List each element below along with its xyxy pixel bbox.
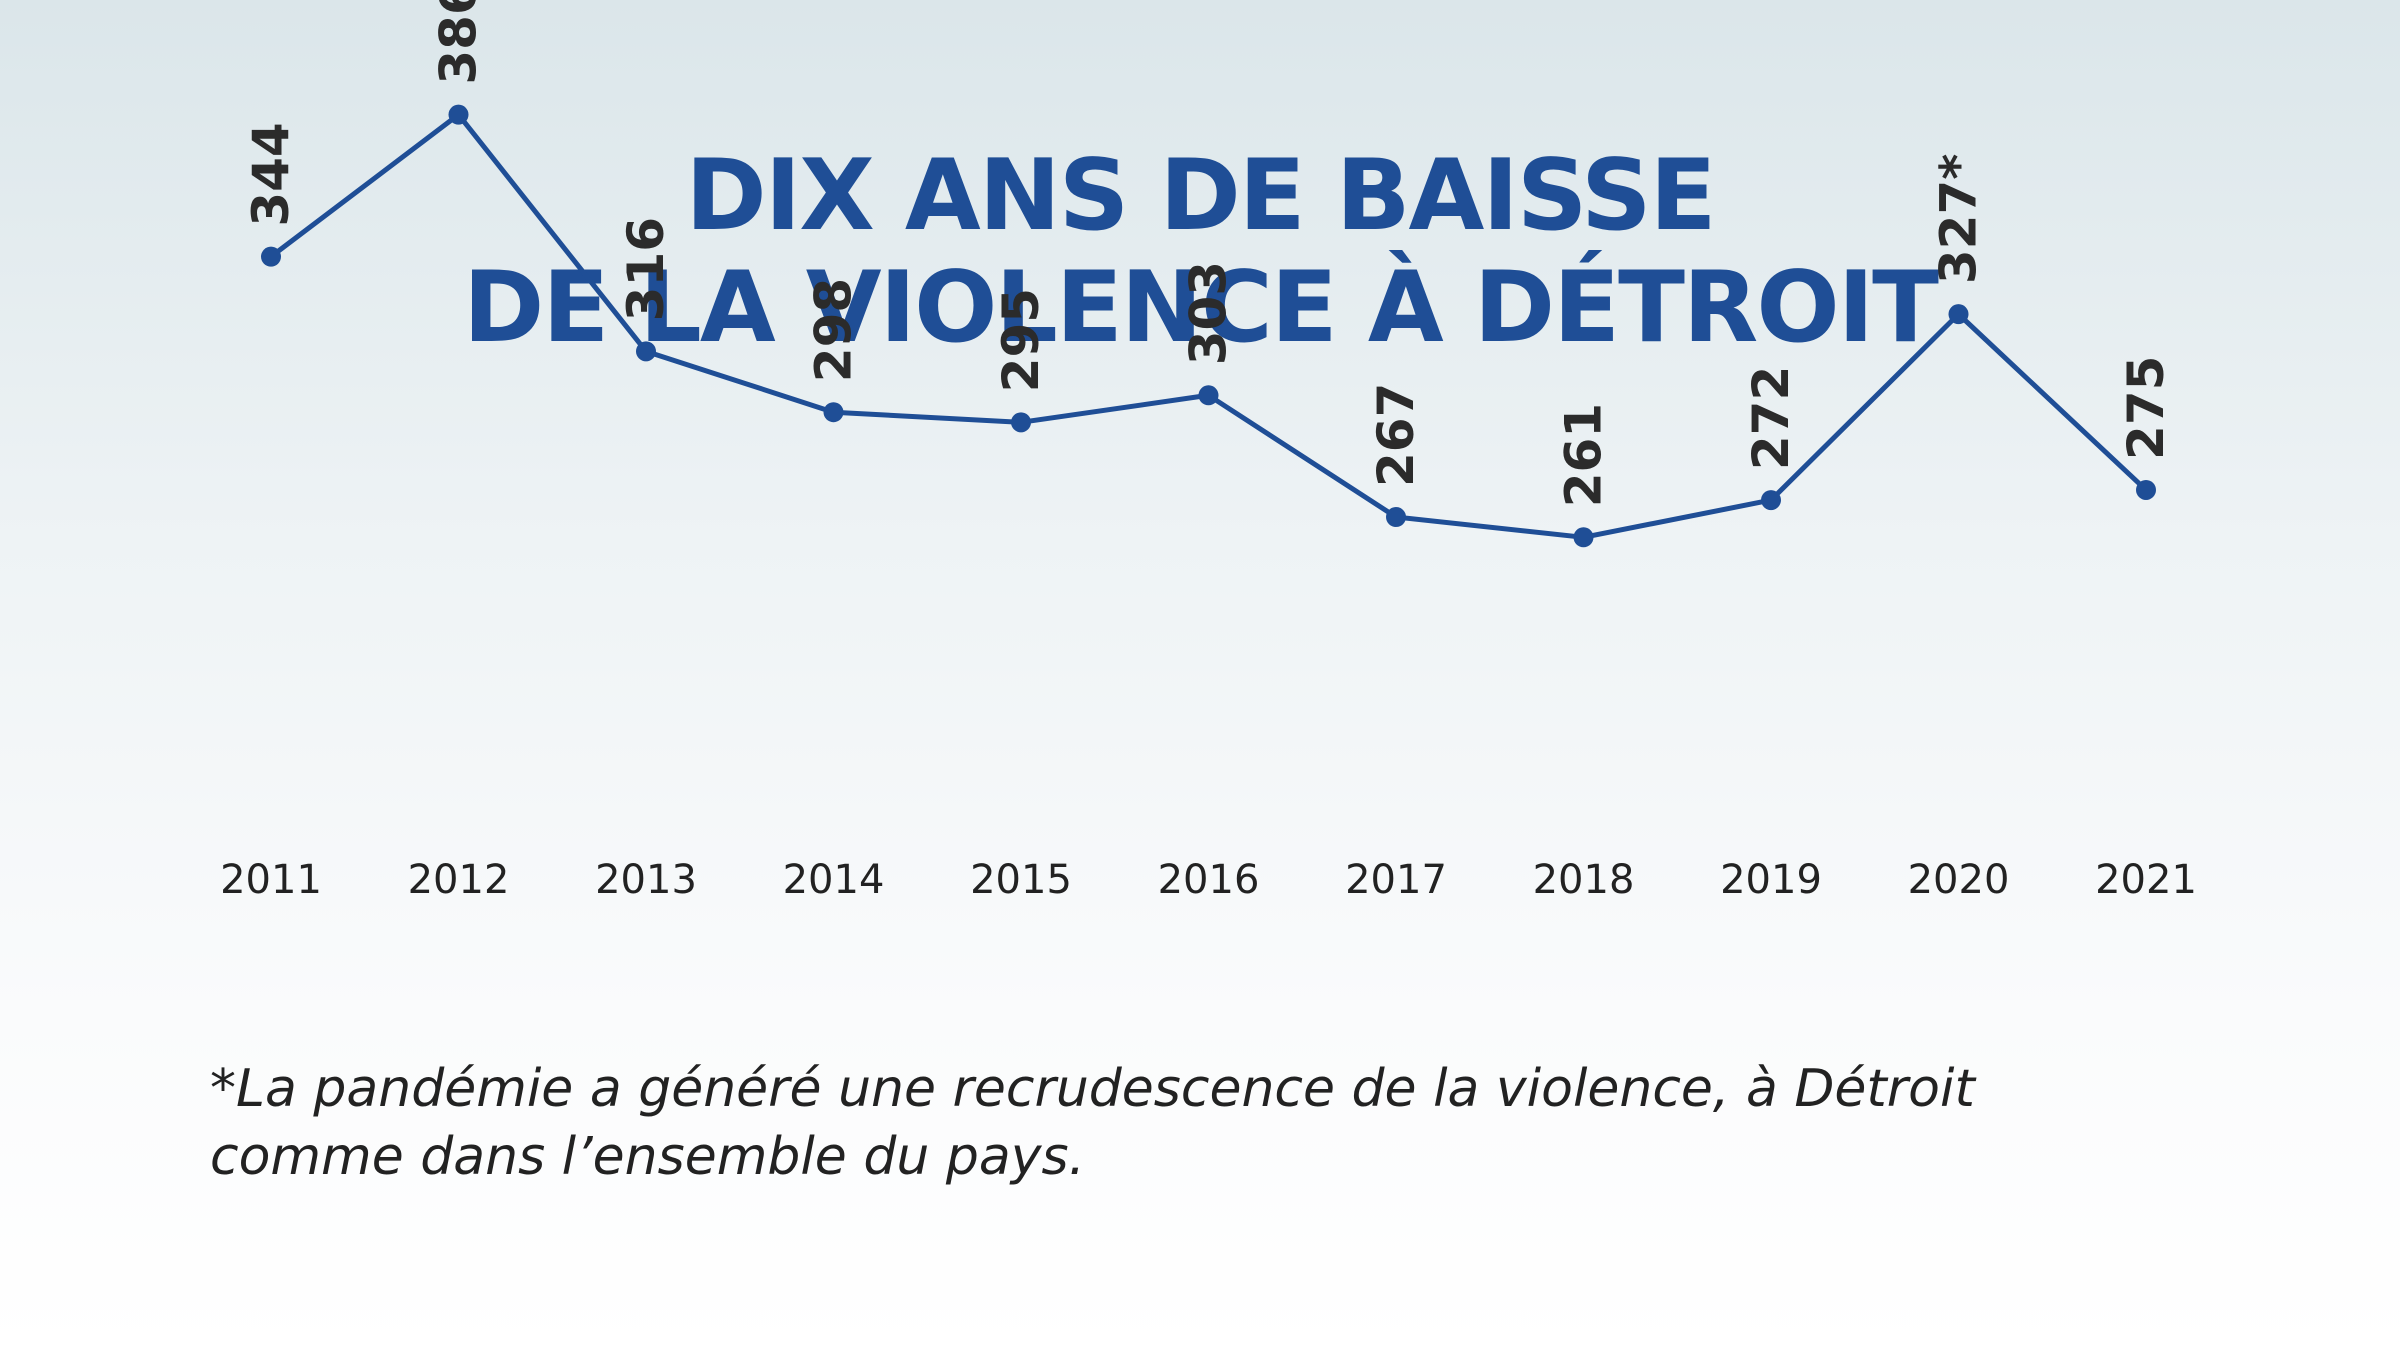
value-label-2011: 344 (242, 122, 300, 226)
x-tick-label-2013: 2013 (595, 857, 697, 903)
x-tick-label-2012: 2012 (408, 857, 510, 903)
value-label-2014: 298 (805, 278, 863, 382)
x-tick-label-2017: 2017 (1345, 857, 1447, 903)
footnote-line-2: comme dans l’ensemble du pays. (210, 1127, 1086, 1187)
x-tick-label-2016: 2016 (1158, 857, 1260, 903)
data-point-2011 (261, 246, 281, 267)
line-chart: 344 2011 386 2012 316 2013 298 2014 295 2015 303 20… (220, 0, 2197, 903)
footnote-line-1: *La pandémie a généré une recrudescence … (210, 1059, 1975, 1119)
data-point-2021 (2136, 479, 2156, 500)
data-point-2020 (1948, 304, 1969, 325)
value-label-2018: 261 (1555, 403, 1613, 507)
data-point-2014 (823, 402, 844, 423)
title-line-1: DIX ANS DE BAISSE (685, 139, 1716, 253)
footnote: *La pandémie a généré une recrudescence … (210, 1055, 2210, 1191)
x-tick-label-2015: 2015 (970, 857, 1072, 903)
data-point-2017 (1386, 507, 1406, 528)
data-point-2012 (448, 104, 469, 125)
x-tick-label-2021: 2021 (2095, 857, 2197, 903)
value-label-2016: 303 (1180, 261, 1238, 365)
data-point-2013 (636, 341, 656, 362)
x-tick-label-2018: 2018 (1533, 857, 1635, 903)
value-label-2020: 327* (1930, 154, 1988, 285)
chart-title: DIX ANS DE BAISSE DE LA VIOLENCE À DÉTRO… (0, 140, 2400, 364)
x-tick-label-2019: 2019 (1720, 857, 1822, 903)
data-point-2019 (1761, 490, 1781, 511)
data-point-2016 (1198, 385, 1219, 406)
value-label-2021: 275 (2117, 356, 2175, 460)
value-label-2015: 295 (992, 288, 1050, 392)
value-label-2017: 267 (1367, 383, 1425, 487)
value-label-2012: 386 (430, 0, 488, 85)
data-point-2015 (1011, 412, 1031, 433)
data-point-2018 (1573, 527, 1594, 548)
value-label-2013: 316 (617, 217, 675, 321)
title-line-2: DE LA VIOLENCE À DÉTROIT (462, 251, 1939, 365)
x-tick-label-2014: 2014 (783, 857, 885, 903)
x-tick-label-2011: 2011 (220, 857, 322, 903)
x-tick-label-2020: 2020 (1908, 857, 2010, 903)
value-label-2019: 272 (1742, 366, 1800, 470)
